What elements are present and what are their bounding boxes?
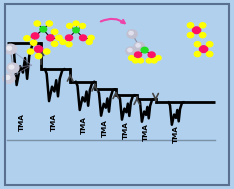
Circle shape bbox=[148, 52, 155, 58]
Text: TMA: TMA bbox=[143, 123, 149, 141]
Circle shape bbox=[80, 35, 87, 41]
Circle shape bbox=[88, 35, 94, 40]
Circle shape bbox=[4, 44, 17, 54]
Circle shape bbox=[7, 46, 11, 50]
Circle shape bbox=[128, 48, 132, 52]
Text: TMA: TMA bbox=[81, 116, 87, 134]
Circle shape bbox=[73, 21, 79, 26]
Circle shape bbox=[44, 49, 50, 54]
Circle shape bbox=[66, 35, 73, 41]
Circle shape bbox=[199, 46, 208, 53]
Text: TMA: TMA bbox=[123, 121, 129, 139]
Circle shape bbox=[5, 76, 10, 79]
Circle shape bbox=[56, 35, 62, 40]
Circle shape bbox=[199, 23, 206, 28]
Text: TMA: TMA bbox=[172, 125, 179, 143]
Circle shape bbox=[133, 58, 138, 63]
Circle shape bbox=[31, 33, 39, 39]
Circle shape bbox=[73, 28, 79, 33]
Circle shape bbox=[34, 21, 40, 26]
Circle shape bbox=[66, 42, 72, 47]
Circle shape bbox=[7, 63, 19, 73]
Circle shape bbox=[80, 23, 85, 28]
Circle shape bbox=[34, 46, 43, 53]
Circle shape bbox=[30, 40, 37, 45]
Circle shape bbox=[135, 52, 142, 58]
Circle shape bbox=[127, 30, 137, 38]
Circle shape bbox=[151, 58, 157, 63]
Circle shape bbox=[27, 49, 34, 54]
Circle shape bbox=[187, 23, 194, 28]
Circle shape bbox=[141, 47, 148, 53]
Circle shape bbox=[60, 40, 66, 44]
Circle shape bbox=[187, 33, 194, 38]
Circle shape bbox=[156, 56, 161, 60]
Circle shape bbox=[40, 27, 47, 32]
Circle shape bbox=[126, 47, 136, 55]
Circle shape bbox=[51, 29, 58, 34]
Circle shape bbox=[192, 27, 201, 34]
Circle shape bbox=[46, 21, 52, 26]
Text: TMA: TMA bbox=[51, 113, 57, 131]
Text: TMA: TMA bbox=[19, 113, 25, 131]
Circle shape bbox=[146, 58, 152, 63]
Circle shape bbox=[35, 53, 42, 59]
Circle shape bbox=[206, 42, 213, 47]
Circle shape bbox=[199, 33, 206, 38]
Circle shape bbox=[9, 65, 14, 69]
Circle shape bbox=[136, 44, 140, 47]
Circle shape bbox=[138, 58, 143, 63]
Circle shape bbox=[51, 41, 58, 46]
Circle shape bbox=[194, 51, 201, 57]
Circle shape bbox=[134, 42, 144, 50]
Circle shape bbox=[128, 56, 134, 60]
Circle shape bbox=[129, 31, 133, 35]
Circle shape bbox=[67, 23, 73, 28]
Circle shape bbox=[47, 35, 54, 41]
Circle shape bbox=[86, 40, 92, 44]
Text: TMA: TMA bbox=[102, 119, 108, 137]
Circle shape bbox=[24, 36, 30, 41]
Circle shape bbox=[206, 51, 213, 57]
FancyArrowPatch shape bbox=[101, 19, 125, 23]
Circle shape bbox=[3, 74, 15, 83]
Circle shape bbox=[194, 42, 201, 47]
